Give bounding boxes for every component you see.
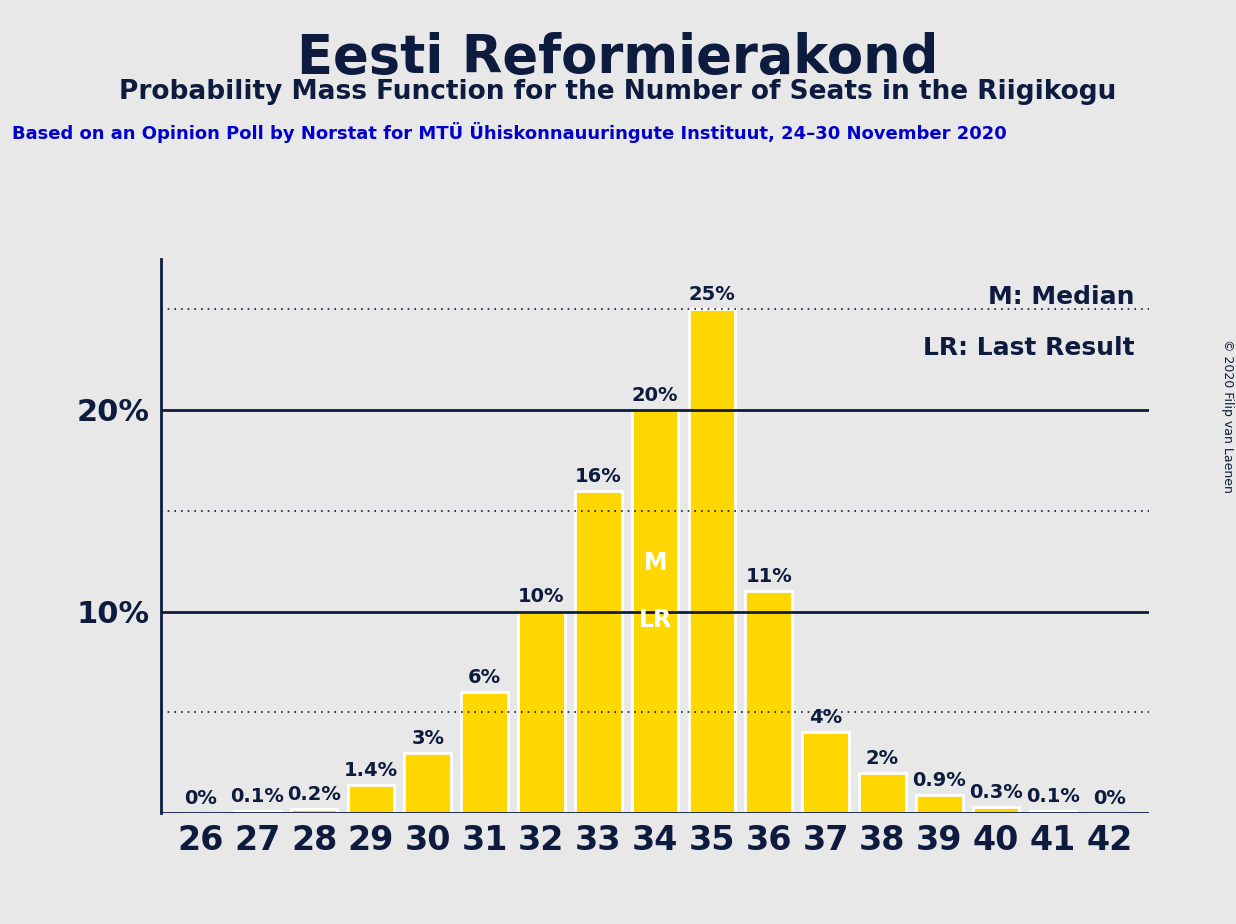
Text: LR: LR xyxy=(639,608,671,632)
Bar xyxy=(859,772,906,813)
Bar xyxy=(575,491,622,813)
Bar xyxy=(688,310,735,813)
Text: 20%: 20% xyxy=(632,386,679,405)
Text: Probability Mass Function for the Number of Seats in the Riigikogu: Probability Mass Function for the Number… xyxy=(120,79,1116,104)
Bar xyxy=(404,753,451,813)
Text: Based on an Opinion Poll by Norstat for MTÜ Ühiskonnauuringute Instituut, 24–30 : Based on an Opinion Poll by Norstat for … xyxy=(12,122,1007,143)
Text: 0.2%: 0.2% xyxy=(287,785,341,804)
Text: 1.4%: 1.4% xyxy=(344,760,398,780)
Text: 0.1%: 0.1% xyxy=(1026,787,1080,806)
Bar xyxy=(234,811,281,813)
Text: 10%: 10% xyxy=(518,588,565,606)
Bar xyxy=(745,591,792,813)
Bar xyxy=(518,612,565,813)
Bar xyxy=(973,807,1020,813)
Text: 16%: 16% xyxy=(575,467,622,485)
Text: 3%: 3% xyxy=(412,729,444,748)
Text: 11%: 11% xyxy=(745,567,792,587)
Bar xyxy=(347,784,394,813)
Bar xyxy=(916,795,963,813)
Text: LR: Last Result: LR: Last Result xyxy=(923,335,1135,359)
Bar xyxy=(1030,811,1077,813)
Text: Eesti Reformierakond: Eesti Reformierakond xyxy=(298,32,938,84)
Bar xyxy=(802,733,849,813)
Text: M: M xyxy=(644,551,666,575)
Bar xyxy=(461,692,508,813)
Bar xyxy=(632,410,679,813)
Text: 0.9%: 0.9% xyxy=(912,771,967,790)
Text: 0%: 0% xyxy=(1094,789,1126,808)
Text: 2%: 2% xyxy=(866,748,899,768)
Text: 0.3%: 0.3% xyxy=(969,783,1023,802)
Bar xyxy=(290,809,337,813)
Text: 4%: 4% xyxy=(810,709,842,727)
Text: 25%: 25% xyxy=(688,286,735,304)
Text: 0.1%: 0.1% xyxy=(230,787,284,806)
Text: © 2020 Filip van Laenen: © 2020 Filip van Laenen xyxy=(1220,339,1234,492)
Text: M: Median: M: Median xyxy=(988,286,1135,310)
Text: 0%: 0% xyxy=(184,789,216,808)
Text: 6%: 6% xyxy=(468,668,501,687)
